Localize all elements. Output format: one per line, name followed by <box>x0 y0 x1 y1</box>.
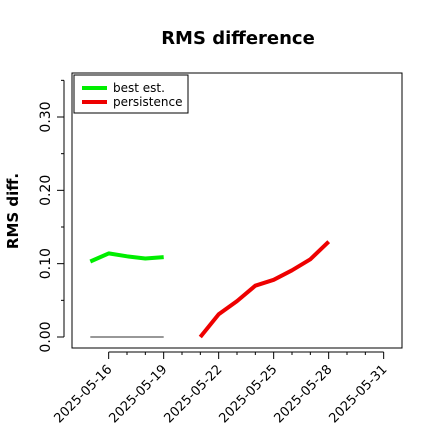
chart-title: RMS difference <box>161 28 315 49</box>
series-line-best-est- <box>89 251 164 264</box>
y-tick-label: 0.00 <box>38 321 54 352</box>
series-line-persistence <box>198 240 331 339</box>
y-tick-label: 0.30 <box>38 101 54 132</box>
legend-label: persistence <box>113 95 182 109</box>
legend-label: best est. <box>113 81 165 95</box>
x-tick-label: 2025-05-31 <box>326 362 390 426</box>
legend-box <box>73 74 189 114</box>
series-layer <box>89 240 331 339</box>
x-tick-label: 2025-05-19 <box>106 362 170 426</box>
x-axis: 2025-05-162025-05-192025-05-222025-05-25… <box>51 351 390 426</box>
x-tick-label: 2025-05-28 <box>271 362 335 426</box>
y-tick-label: 0.10 <box>38 248 54 279</box>
x-tick-label: 2025-05-22 <box>161 362 225 426</box>
y-axis: 0.00 0.10 0.20 0.30 <box>38 79 65 353</box>
plot-frame <box>71 72 403 349</box>
legend: best est.persistence <box>73 74 189 114</box>
y-axis-label: RMS diff. <box>4 173 22 249</box>
x-tick-label: 2025-05-25 <box>216 362 280 426</box>
y-tick-label: 0.20 <box>38 175 54 206</box>
x-tick-label: 2025-05-16 <box>51 362 115 426</box>
